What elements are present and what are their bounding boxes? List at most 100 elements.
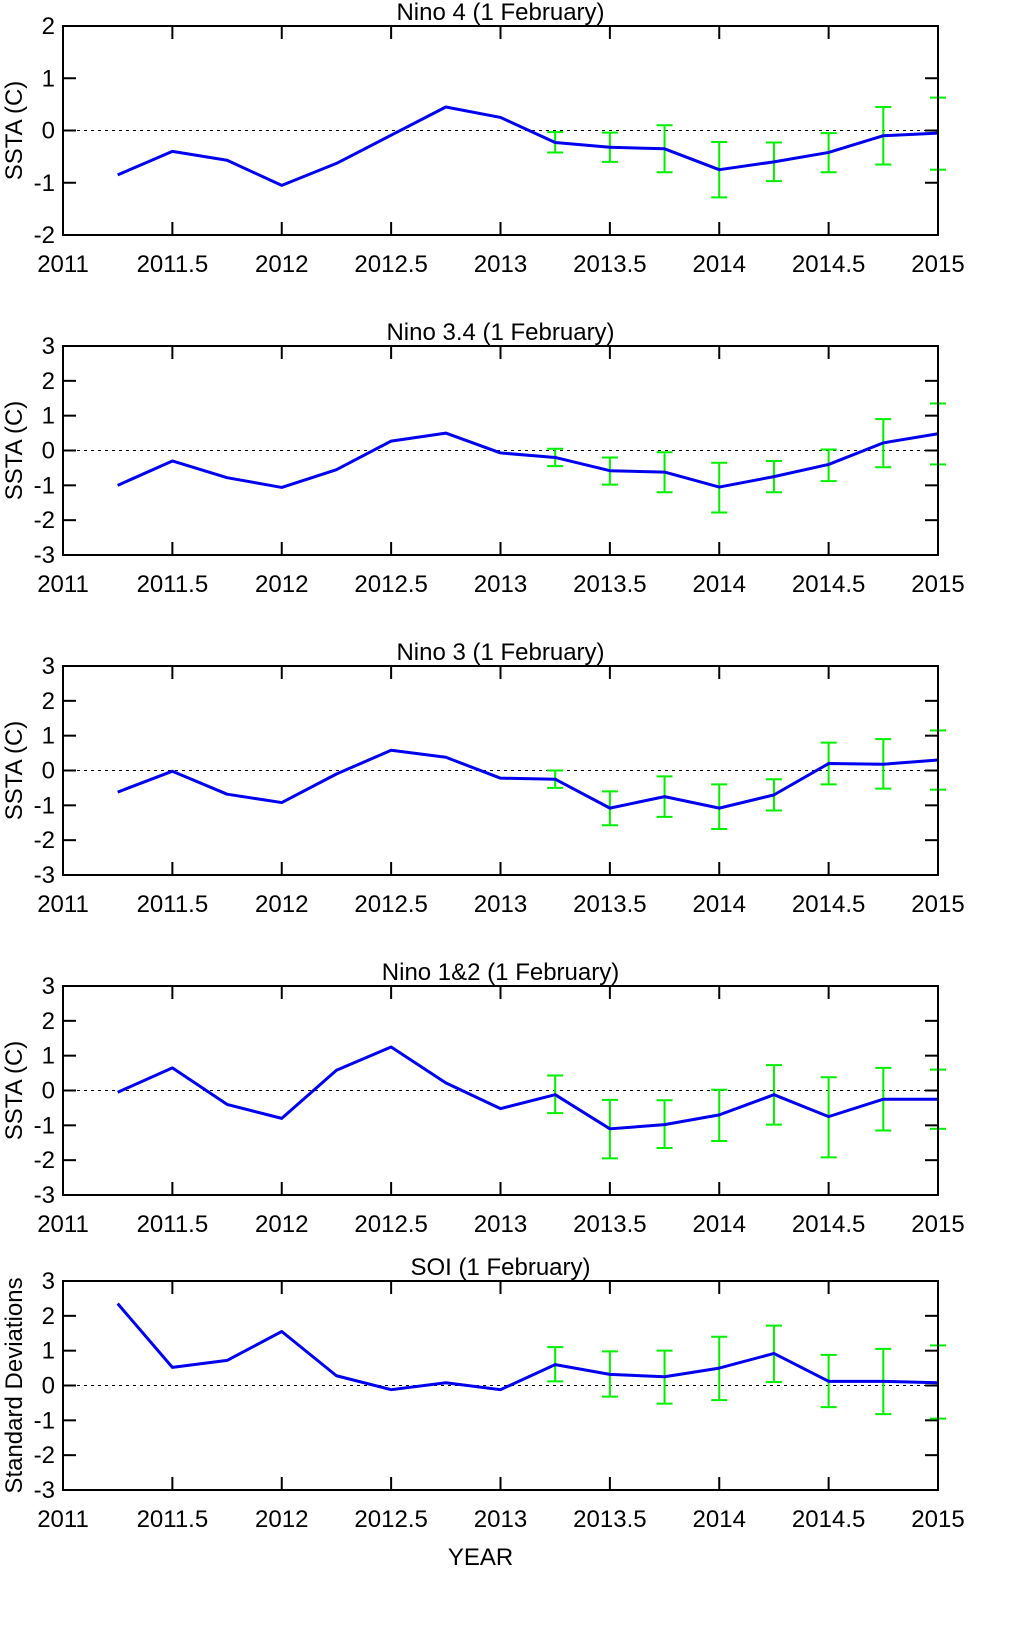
x-tick-label: 2012.5 bbox=[354, 571, 427, 598]
x-tick-label: 2012.5 bbox=[354, 251, 427, 278]
y-tick-label: -1 bbox=[34, 792, 55, 819]
x-tick-label: 2012 bbox=[255, 251, 308, 278]
plot-frame bbox=[62, 665, 939, 876]
x-tick-label: 2011 bbox=[37, 251, 89, 278]
x-tick-label: 2014 bbox=[693, 251, 746, 278]
x-tick-label: 2015 bbox=[911, 1211, 964, 1238]
y-tick-label: -3 bbox=[34, 542, 55, 569]
panel-3: 2011 2011.5 2012 2012.5 2013 2013.5 2014 2014.5… bbox=[1, 959, 965, 1238]
y-tick-label: 2 bbox=[42, 368, 55, 395]
x-tick-label: 2013 bbox=[474, 891, 527, 918]
x-tick-label: 2011.5 bbox=[137, 251, 209, 278]
x-tick-label: 2014.5 bbox=[792, 251, 865, 278]
y-tick-label: 0 bbox=[42, 118, 55, 145]
series-line bbox=[117, 748, 939, 810]
y-tick-label: -2 bbox=[34, 507, 55, 534]
y-tick-label: -1 bbox=[34, 1112, 55, 1139]
x-tick-label: 2013.5 bbox=[573, 891, 646, 918]
chart-title: Nino 3.4 (1 February) bbox=[386, 319, 614, 346]
y-tick-label: 0 bbox=[42, 1373, 55, 1400]
y-tick-label: 3 bbox=[42, 653, 55, 680]
y-tick-label: 1 bbox=[42, 723, 55, 750]
panel-1: 2011 2011.5 2012 2012.5 2013 2013.5 2014 2014.5… bbox=[1, 319, 965, 598]
x-tick-label: 2015 bbox=[911, 251, 964, 278]
series-line bbox=[117, 105, 939, 187]
y-tick-label: -2 bbox=[34, 1442, 55, 1469]
y-tick-label: 1 bbox=[42, 1043, 55, 1070]
x-tick-label: 2013.5 bbox=[573, 1506, 646, 1533]
x-tick-label: 2013 bbox=[474, 251, 527, 278]
y-axis-label: SSTA (C) bbox=[1, 721, 28, 821]
x-tick-label: 2011.5 bbox=[137, 1211, 209, 1238]
chart-title: SOI (1 February) bbox=[410, 1254, 590, 1281]
y-tick-label: 1 bbox=[42, 1338, 55, 1365]
x-tick-label: 2014.5 bbox=[792, 891, 865, 918]
x-tick-label: 2012.5 bbox=[354, 1211, 427, 1238]
panel-2: 2011 2011.5 2012 2012.5 2013 2013.5 2014 2014.5… bbox=[1, 639, 965, 918]
y-tick-label: -3 bbox=[34, 1182, 55, 1209]
x-tick-label: 2014.5 bbox=[792, 1506, 865, 1533]
x-tick-label: 2014 bbox=[693, 1506, 746, 1533]
y-tick-label: 0 bbox=[42, 758, 55, 785]
chart-title: Nino 1&2 (1 February) bbox=[382, 959, 619, 986]
x-tick-label: 2012.5 bbox=[354, 891, 427, 918]
x-tick-label: 2011.5 bbox=[137, 571, 209, 598]
y-tick-label: 2 bbox=[42, 1008, 55, 1035]
y-tick-label: -1 bbox=[34, 170, 55, 197]
x-tick-label: 2011 bbox=[37, 1506, 89, 1533]
y-tick-label: -2 bbox=[34, 827, 55, 854]
series-line bbox=[116, 1302, 939, 1392]
series-line bbox=[117, 431, 939, 489]
panel-0: 2011 2011.5 2012 2012.5 2013 2013.5 2014 2014.5… bbox=[1, 0, 965, 278]
y-tick-label: 2 bbox=[42, 688, 55, 715]
y-tick-label: 2 bbox=[42, 13, 55, 40]
x-tick-label: 2014 bbox=[693, 571, 746, 598]
y-tick-label: 3 bbox=[42, 1268, 55, 1295]
x-axis-label: YEAR bbox=[448, 1544, 513, 1571]
x-tick-label: 2011.5 bbox=[137, 1506, 209, 1533]
x-tick-label: 2014.5 bbox=[792, 571, 865, 598]
x-tick-label: 2014 bbox=[693, 891, 746, 918]
y-tick-label: 3 bbox=[42, 333, 55, 360]
y-tick-label: 1 bbox=[42, 65, 55, 92]
y-tick-label: -3 bbox=[34, 862, 55, 889]
chart-title: Nino 3 (1 February) bbox=[396, 639, 604, 666]
x-tick-label: 2013.5 bbox=[573, 1211, 646, 1238]
x-tick-label: 2012 bbox=[255, 891, 308, 918]
y-axis-label: SSTA (C) bbox=[1, 401, 28, 501]
plot-frame bbox=[62, 985, 939, 1196]
plot-frame bbox=[62, 1280, 939, 1491]
x-tick-label: 2013.5 bbox=[573, 251, 646, 278]
y-tick-label: 0 bbox=[42, 1078, 55, 1105]
x-tick-label: 2015 bbox=[911, 571, 964, 598]
x-tick-label: 2012.5 bbox=[354, 1506, 427, 1533]
x-tick-label: 2013 bbox=[474, 1211, 527, 1238]
x-tick-label: 2013.5 bbox=[573, 571, 646, 598]
y-tick-label: -1 bbox=[34, 472, 55, 499]
y-tick-label: 3 bbox=[42, 973, 55, 1000]
y-axis-label: SSTA (C) bbox=[1, 81, 28, 181]
x-tick-label: 2013 bbox=[474, 1506, 527, 1533]
y-tick-label: 2 bbox=[42, 1303, 55, 1330]
y-tick-label: 1 bbox=[42, 403, 55, 430]
y-tick-label: -2 bbox=[34, 1147, 55, 1174]
series-line bbox=[117, 1045, 938, 1131]
y-tick-label: -3 bbox=[34, 1477, 55, 1504]
x-tick-label: 2014 bbox=[693, 1211, 746, 1238]
y-tick-label: 0 bbox=[42, 438, 55, 465]
x-tick-label: 2011.5 bbox=[137, 891, 209, 918]
x-tick-label: 2011 bbox=[37, 571, 89, 598]
panel-4: 2011 2011.5 2012 2012.5 2013 2013.5 2014 2014.5… bbox=[1, 1254, 965, 1571]
y-axis-label: Standard Deviations bbox=[1, 1277, 28, 1493]
y-tick-label: -1 bbox=[34, 1407, 55, 1434]
x-tick-label: 2011 bbox=[37, 891, 89, 918]
x-tick-label: 2012 bbox=[255, 1211, 308, 1238]
x-tick-label: 2014.5 bbox=[792, 1211, 865, 1238]
y-axis-label: SSTA (C) bbox=[1, 1041, 28, 1141]
x-tick-label: 2013 bbox=[474, 571, 527, 598]
x-tick-label: 2015 bbox=[911, 891, 964, 918]
x-tick-label: 2011 bbox=[37, 1211, 89, 1238]
plot-frame bbox=[62, 345, 939, 556]
x-tick-label: 2012 bbox=[255, 571, 308, 598]
